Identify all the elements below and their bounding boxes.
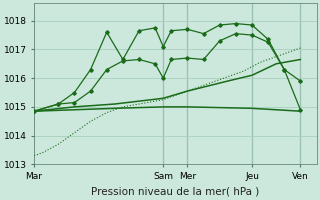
X-axis label: Pression niveau de la mer( hPa ): Pression niveau de la mer( hPa ) [91,187,260,197]
